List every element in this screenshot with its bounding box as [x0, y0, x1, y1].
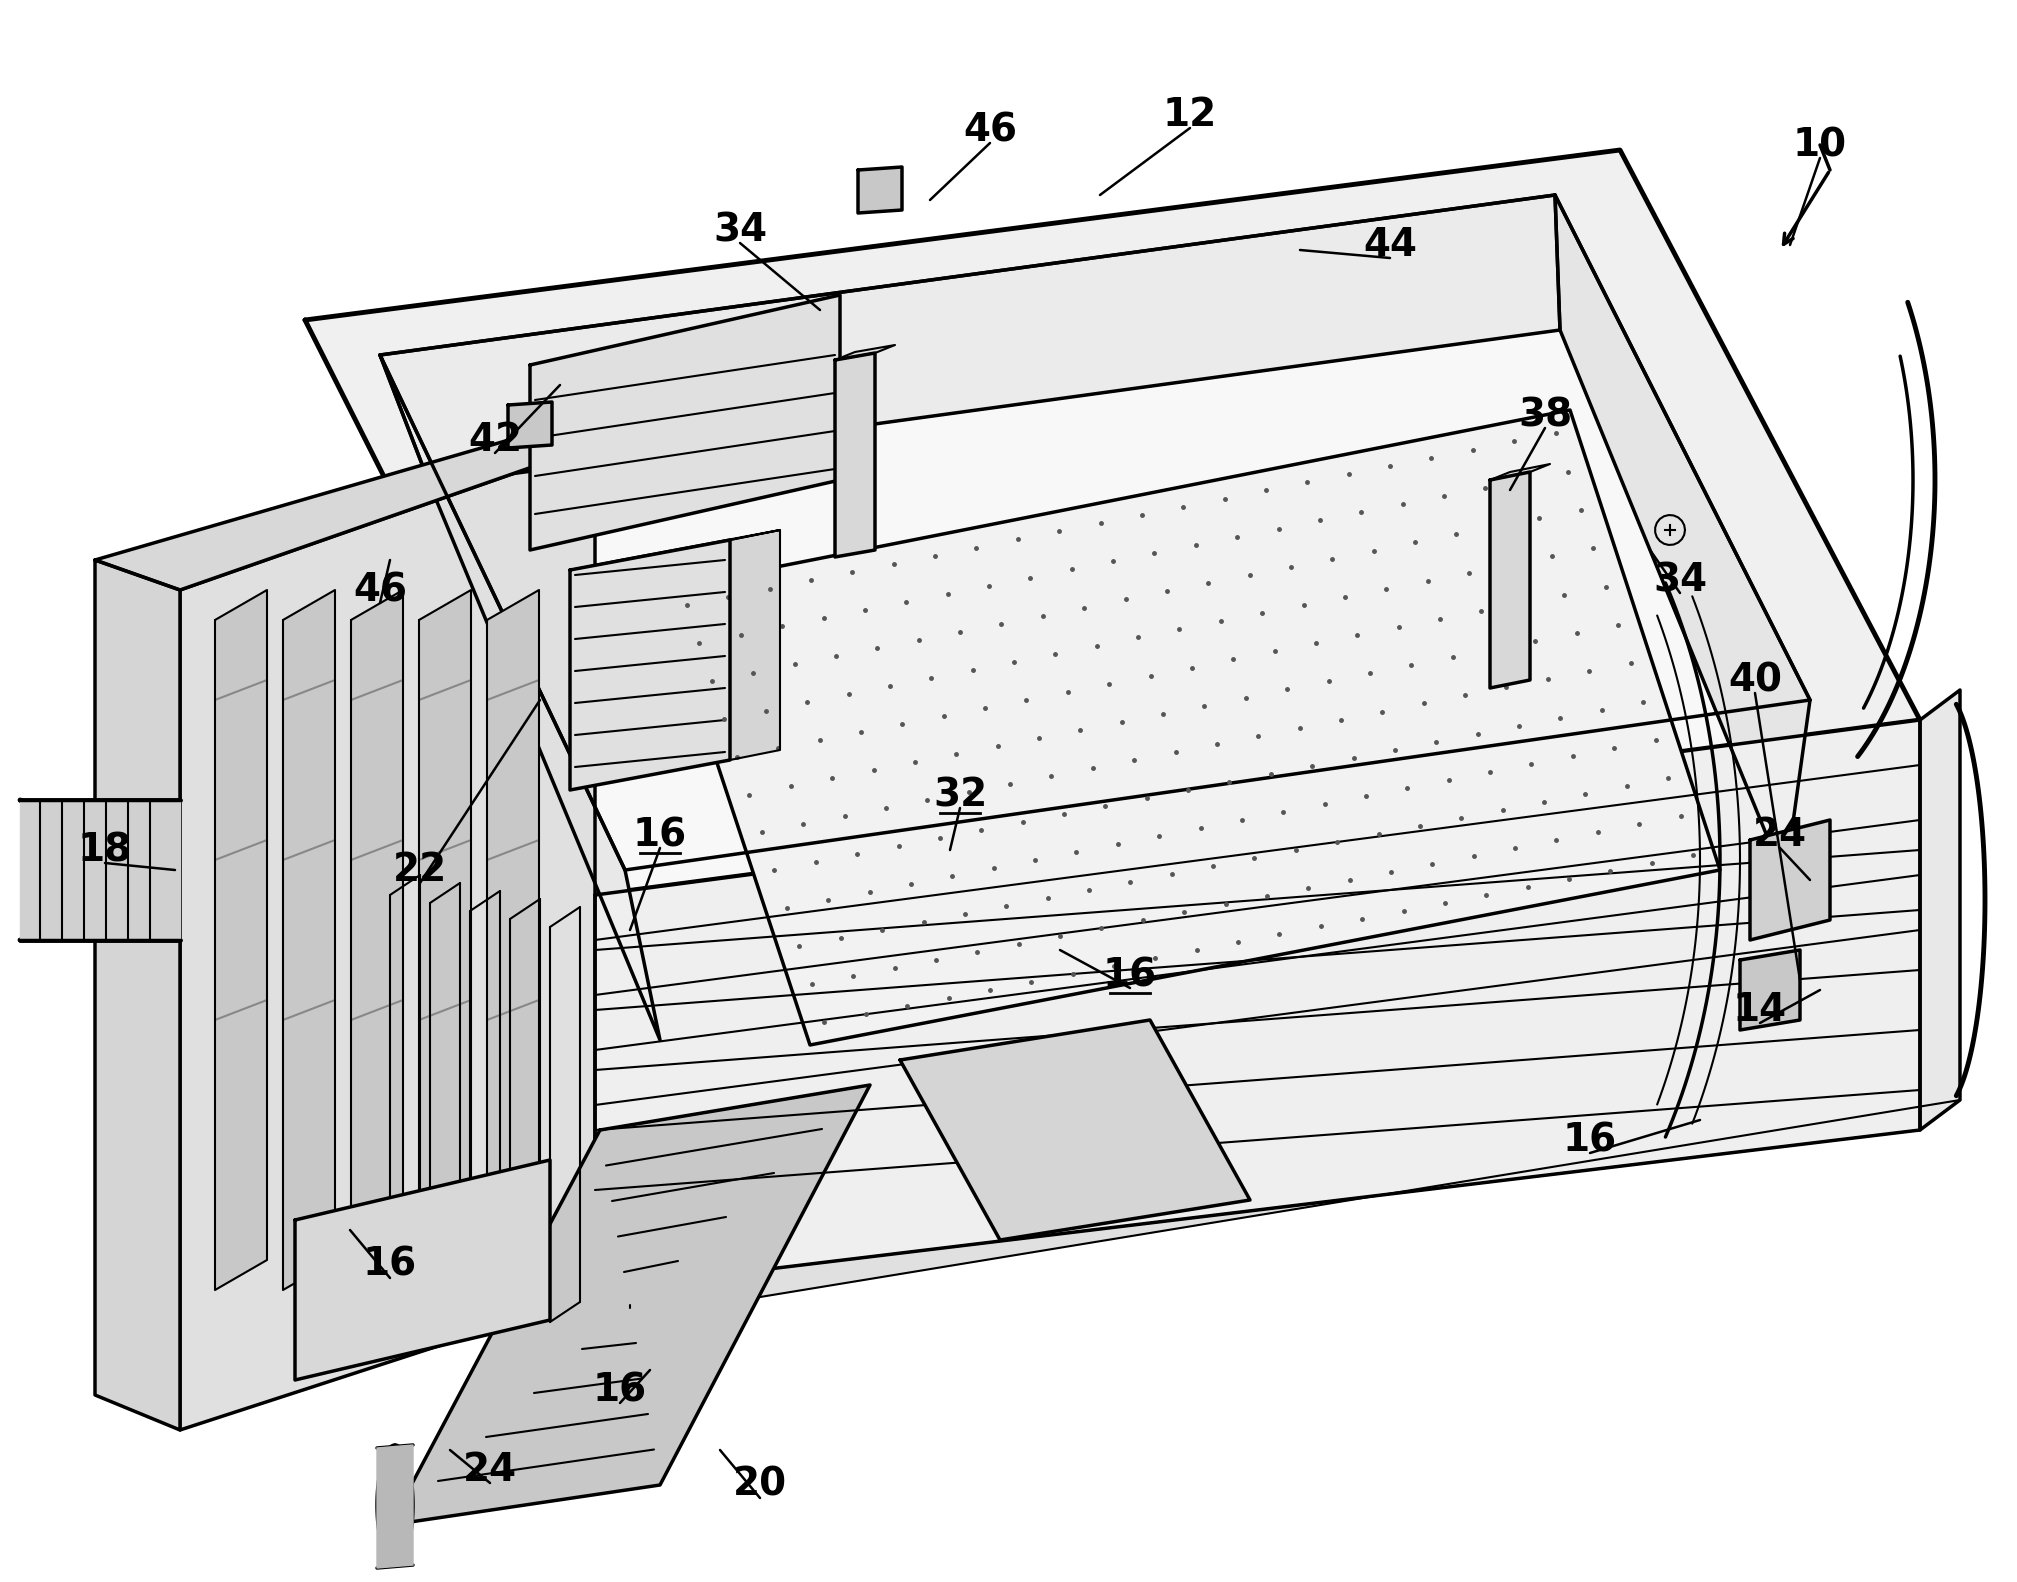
Polygon shape	[379, 354, 660, 1039]
Polygon shape	[1491, 471, 1531, 688]
Text: 24: 24	[464, 1451, 516, 1489]
Polygon shape	[305, 150, 1920, 895]
Polygon shape	[571, 539, 730, 789]
Text: 16: 16	[593, 1372, 647, 1410]
Text: 34: 34	[712, 210, 766, 248]
Polygon shape	[1920, 690, 1961, 1130]
Polygon shape	[900, 1020, 1251, 1240]
Polygon shape	[595, 1099, 1961, 1319]
Text: 16: 16	[1563, 1122, 1618, 1160]
Polygon shape	[571, 530, 781, 570]
Polygon shape	[1555, 195, 1809, 880]
Polygon shape	[530, 294, 839, 551]
Text: 44: 44	[1363, 226, 1418, 264]
Polygon shape	[379, 195, 1559, 486]
Polygon shape	[95, 560, 180, 1430]
Polygon shape	[1491, 464, 1549, 479]
Polygon shape	[216, 590, 266, 1289]
Polygon shape	[180, 445, 595, 1430]
Polygon shape	[430, 331, 1785, 1039]
Polygon shape	[420, 590, 472, 1289]
Text: 46: 46	[353, 571, 407, 609]
Text: 38: 38	[1519, 396, 1571, 433]
Polygon shape	[857, 168, 902, 214]
Polygon shape	[1741, 951, 1799, 1030]
Polygon shape	[595, 720, 1920, 1289]
Polygon shape	[835, 353, 875, 557]
Polygon shape	[377, 1444, 413, 1568]
Text: 22: 22	[393, 851, 448, 889]
Polygon shape	[1751, 819, 1829, 940]
Text: 12: 12	[1164, 97, 1216, 134]
Text: 10: 10	[1793, 127, 1848, 165]
Polygon shape	[282, 590, 335, 1289]
Text: 40: 40	[1729, 661, 1781, 699]
Text: 46: 46	[962, 111, 1017, 149]
Text: 16: 16	[1103, 956, 1158, 993]
Polygon shape	[294, 1160, 551, 1380]
Polygon shape	[835, 345, 896, 361]
Polygon shape	[351, 590, 403, 1289]
Text: 16: 16	[633, 816, 688, 854]
Text: 34: 34	[1654, 562, 1706, 600]
Polygon shape	[508, 402, 553, 448]
Polygon shape	[20, 800, 180, 940]
Text: 42: 42	[468, 421, 522, 459]
Text: 16: 16	[363, 1247, 418, 1285]
Text: 18: 18	[79, 831, 131, 869]
Text: 14: 14	[1733, 990, 1787, 1028]
Polygon shape	[660, 410, 1721, 1046]
Polygon shape	[95, 414, 595, 590]
Polygon shape	[389, 1085, 869, 1525]
Polygon shape	[730, 530, 781, 759]
Polygon shape	[486, 590, 539, 1289]
Text: 24: 24	[1753, 816, 1807, 854]
Text: 32: 32	[934, 777, 986, 815]
Text: 20: 20	[732, 1467, 787, 1504]
